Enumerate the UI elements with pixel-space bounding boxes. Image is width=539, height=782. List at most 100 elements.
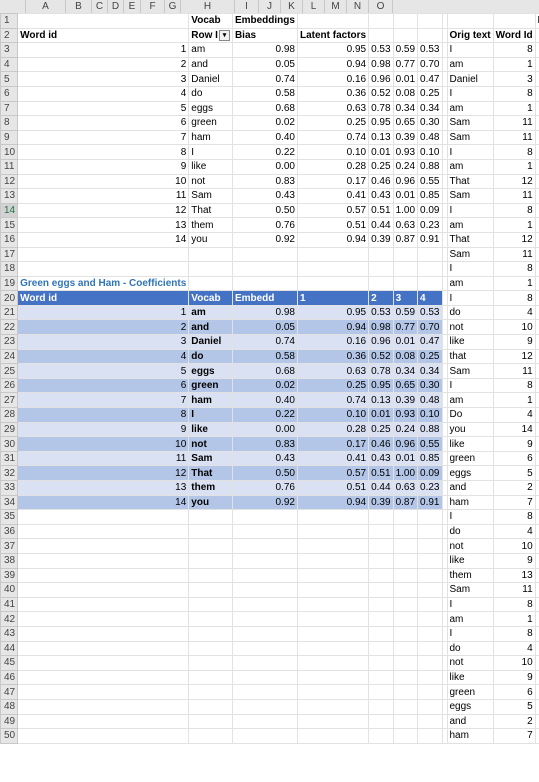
row-header-50[interactable]: 50 <box>0 728 19 744</box>
cell[interactable]: 0.70 <box>417 56 443 73</box>
row-header-1[interactable]: 1 <box>0 13 19 29</box>
cell[interactable]: 0.46 <box>368 436 394 452</box>
cell[interactable] <box>417 523 443 540</box>
cell[interactable] <box>368 27 394 44</box>
cell[interactable] <box>231 728 298 744</box>
cell[interactable]: 0.85 <box>417 188 443 204</box>
cell[interactable] <box>17 523 190 540</box>
cell[interactable]: 3 <box>392 290 419 306</box>
cell[interactable]: 5 <box>492 465 536 481</box>
cell[interactable] <box>296 669 370 686</box>
cell[interactable]: 2 <box>492 713 536 730</box>
cell[interactable]: 10 <box>17 436 190 452</box>
cell[interactable] <box>231 582 298 598</box>
cell[interactable]: 0.34 <box>392 100 419 117</box>
cell[interactable]: 0.39 <box>392 392 419 409</box>
cell[interactable]: Vocab <box>188 13 233 29</box>
row-header-46[interactable]: 46 <box>0 669 19 686</box>
cell[interactable]: 0.22 <box>534 202 539 219</box>
cell[interactable] <box>368 640 394 657</box>
cell[interactable]: am <box>446 611 494 627</box>
cell[interactable]: 0.17 <box>296 436 370 452</box>
cell[interactable]: Sam <box>446 246 494 263</box>
cell[interactable] <box>392 275 419 292</box>
row-header-20[interactable]: 20 <box>0 290 19 306</box>
cell[interactable]: green <box>446 450 494 467</box>
cell[interactable]: 0.00 <box>534 334 539 350</box>
cell[interactable] <box>417 684 443 700</box>
cell[interactable] <box>392 261 419 277</box>
cell[interactable]: do <box>446 640 494 657</box>
cell[interactable] <box>368 246 394 263</box>
column-header-m[interactable]: M <box>325 0 347 13</box>
row-header-8[interactable]: 8 <box>0 115 19 131</box>
column-header-e[interactable]: E <box>124 0 141 13</box>
cell[interactable] <box>492 13 536 29</box>
cell[interactable] <box>231 625 298 642</box>
column-header-c[interactable]: C <box>92 0 108 13</box>
cell[interactable] <box>231 684 298 700</box>
column-header-f[interactable]: F <box>141 0 165 13</box>
cell[interactable]: I <box>446 625 494 642</box>
cell[interactable]: 11 <box>17 450 190 467</box>
cell[interactable]: 0.52 <box>368 348 394 365</box>
cell[interactable] <box>17 728 190 744</box>
cell[interactable] <box>368 698 394 715</box>
row-header-32[interactable]: 32 <box>0 465 19 481</box>
cell[interactable]: 7 <box>492 494 536 511</box>
cell[interactable]: 0.25 <box>368 158 394 175</box>
cell[interactable] <box>417 713 443 730</box>
cell[interactable]: do <box>446 304 494 321</box>
cell[interactable]: ham <box>446 494 494 511</box>
cell[interactable] <box>368 275 394 292</box>
cell[interactable] <box>17 582 190 598</box>
cell[interactable]: 9 <box>17 158 190 175</box>
cell[interactable]: 0.01 <box>392 334 419 350</box>
cell[interactable] <box>231 275 298 292</box>
cell[interactable]: 0.22 <box>534 42 539 58</box>
row-header-9[interactable]: 9 <box>0 129 19 146</box>
cell[interactable]: 0.47 <box>417 334 443 350</box>
cell[interactable]: 0.25 <box>296 115 370 131</box>
cell[interactable]: 0.13 <box>368 129 394 146</box>
cell[interactable]: 11 <box>492 363 536 379</box>
cell[interactable]: Word Id <box>492 27 536 44</box>
cell[interactable]: 0.98 <box>534 217 539 233</box>
cell[interactable]: 0.13 <box>368 392 394 409</box>
cell[interactable] <box>368 596 394 613</box>
cell[interactable]: 5 <box>492 698 536 715</box>
cell[interactable] <box>296 640 370 657</box>
cell[interactable]: 0.58 <box>534 304 539 321</box>
cell[interactable]: 0.83 <box>534 319 539 336</box>
cell[interactable]: 0.95 <box>368 115 394 131</box>
cell[interactable]: 0.40 <box>231 392 298 409</box>
cell[interactable] <box>188 261 233 277</box>
cell[interactable]: Embeddings <box>231 13 298 29</box>
cell[interactable]: 1.00 <box>392 202 419 219</box>
cell[interactable]: am <box>446 217 494 233</box>
cell[interactable] <box>296 728 370 744</box>
cell[interactable]: 0.41 <box>296 188 370 204</box>
row-header-13[interactable]: 13 <box>0 188 19 204</box>
cell[interactable]: 0.43 <box>231 188 298 204</box>
cell[interactable]: 0.96 <box>392 173 419 190</box>
cell[interactable] <box>188 640 233 657</box>
cell[interactable]: 0.58 <box>231 85 298 102</box>
cell[interactable] <box>17 509 190 525</box>
row-header-37[interactable]: 37 <box>0 538 19 554</box>
cell[interactable]: 0.74 <box>296 129 370 146</box>
cell[interactable] <box>296 538 370 554</box>
cell[interactable]: 0.10 <box>296 144 370 160</box>
cell[interactable] <box>417 582 443 598</box>
cell[interactable] <box>417 596 443 613</box>
cell[interactable]: 0.44 <box>368 217 394 233</box>
cell[interactable]: not <box>446 319 494 336</box>
cell[interactable]: 0.98 <box>534 158 539 175</box>
cell[interactable]: 0.00 <box>534 552 539 569</box>
cell[interactable]: 0.98 <box>231 304 298 321</box>
cell[interactable]: and <box>446 480 494 496</box>
cell[interactable] <box>392 611 419 627</box>
cell[interactable]: like <box>446 334 494 350</box>
cell[interactable] <box>417 13 443 29</box>
cell[interactable]: 0.94 <box>296 56 370 73</box>
